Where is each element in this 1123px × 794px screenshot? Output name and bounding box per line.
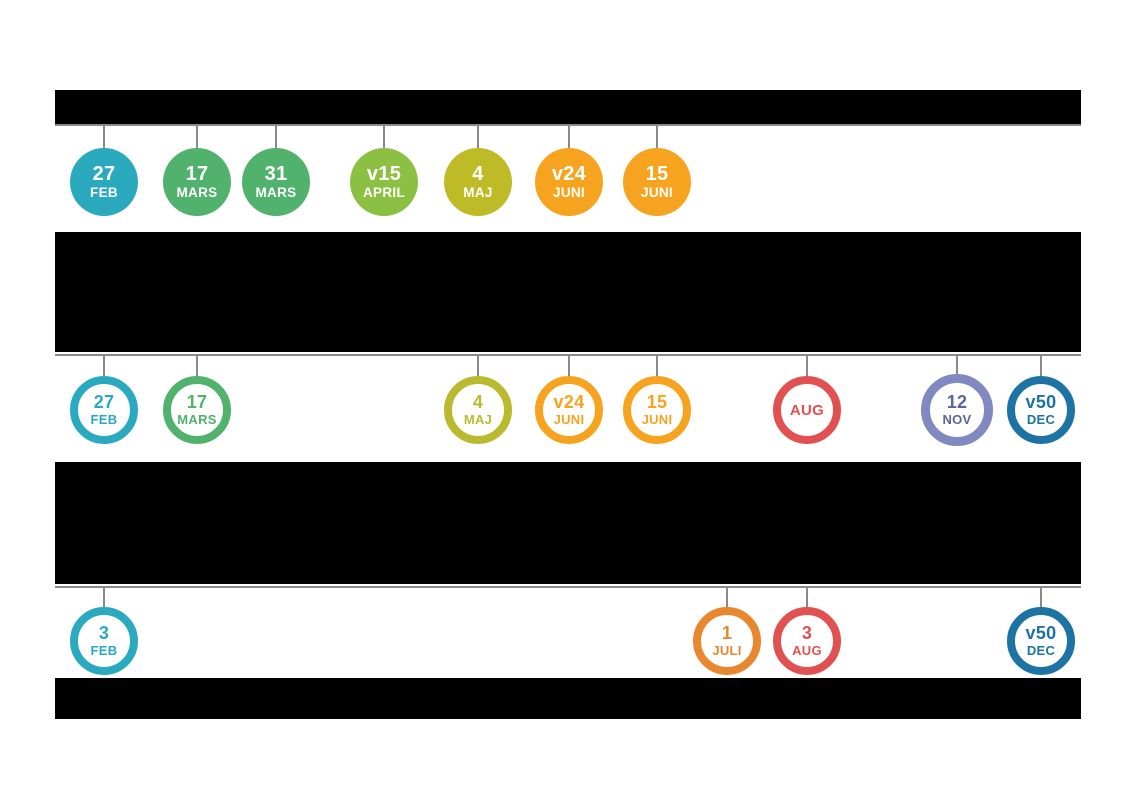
- milestone-17-mars: 17 MARS: [163, 148, 231, 216]
- connector-line: [656, 126, 658, 151]
- milestone-month: JUNI: [641, 412, 673, 427]
- milestone-1-juli: 1 JULI: [693, 607, 761, 675]
- milestone-day: 31: [264, 163, 288, 185]
- milestone-month: APRIL: [363, 185, 405, 200]
- milestone-day: 4: [472, 163, 484, 185]
- milestone-month: JUNI: [553, 185, 585, 200]
- milestone-month: AUG: [792, 643, 822, 658]
- connector-line: [477, 356, 479, 379]
- connector-line: [103, 126, 105, 151]
- milestone-month: FEB: [90, 185, 118, 200]
- connector-line: [383, 126, 385, 151]
- milestone-month: JUNI: [553, 412, 585, 427]
- milestone-15-juni: 15 JUNI: [623, 148, 691, 216]
- milestone-v24-juni: v24 JUNI: [535, 148, 603, 216]
- milestone-day: 4: [472, 392, 484, 412]
- timeline-axis-phase-1: [55, 124, 1081, 126]
- milestone-day: 17: [186, 392, 208, 412]
- milestone-day: v24: [553, 392, 585, 412]
- milestone-27-feb: 27 FEB: [70, 148, 138, 216]
- connector-line: [806, 356, 808, 379]
- milestone-day: v24: [551, 163, 587, 185]
- milestone-month: FEB: [90, 643, 118, 658]
- milestone-day: 12: [946, 392, 968, 412]
- milestone-27-feb: 27 FEB: [70, 376, 138, 444]
- timeline-axis-phase-2: [55, 354, 1081, 356]
- connector-line: [103, 356, 105, 379]
- milestone-month: FEB: [90, 412, 118, 427]
- milestone-day: 27: [93, 392, 115, 412]
- milestone-month: JUNI: [641, 185, 673, 200]
- connector-line: [1040, 356, 1042, 379]
- redacted-text-block-phase-1: [55, 232, 1081, 352]
- milestone-day: 1: [721, 623, 733, 643]
- milestone-month: DEC: [1026, 412, 1056, 427]
- milestone-day: v50: [1025, 623, 1057, 643]
- milestone-month: MARS: [176, 185, 218, 200]
- milestone-4-maj: 4 MAJ: [444, 376, 512, 444]
- connector-line: [477, 126, 479, 151]
- connector-line: [568, 356, 570, 379]
- connector-line: [196, 126, 198, 151]
- milestone-3-feb: 3 FEB: [70, 607, 138, 675]
- milestone-day: v15: [366, 163, 402, 185]
- redacted-text-block-phase-2: [55, 462, 1081, 584]
- milestone-4-maj: 4 MAJ: [444, 148, 512, 216]
- milestone-v15-april: v15 APRIL: [350, 148, 418, 216]
- milestone-day: v50: [1025, 392, 1057, 412]
- milestone-month: NOV: [942, 412, 972, 427]
- connector-line: [103, 588, 105, 610]
- milestone-day: 27: [92, 163, 116, 185]
- milestone-v50-dec: v50 DEC: [1007, 607, 1075, 675]
- connector-line: [656, 356, 658, 379]
- milestone-month: MARS: [177, 412, 217, 427]
- milestone-day: 17: [185, 163, 209, 185]
- milestone-month: AUG: [789, 401, 825, 419]
- milestone-3-aug: 3 AUG: [773, 607, 841, 675]
- connector-line: [1040, 588, 1042, 610]
- redacted-text-block-phase-3: [55, 678, 1081, 719]
- milestone-day: 3: [801, 623, 813, 643]
- milestone-v50-dec: v50 DEC: [1007, 376, 1075, 444]
- milestone-17-mars: 17 MARS: [163, 376, 231, 444]
- milestone-month: JULI: [712, 643, 742, 658]
- timeline-axis-phase-3: [55, 586, 1081, 588]
- milestone-15-juni: 15 JUNI: [623, 376, 691, 444]
- connector-line: [196, 356, 198, 379]
- connector-line: [568, 126, 570, 151]
- milestone-day: 15: [646, 392, 668, 412]
- milestone-month: MAJ: [463, 412, 493, 427]
- milestone-month: DEC: [1026, 643, 1056, 658]
- milestone-month: MAJ: [463, 185, 493, 200]
- connector-line: [956, 356, 958, 377]
- milestone-day: 15: [645, 163, 669, 185]
- milestone-month: MARS: [255, 185, 297, 200]
- milestone-31-mars: 31 MARS: [242, 148, 310, 216]
- milestone-v24-juni: v24 JUNI: [535, 376, 603, 444]
- milestone-12-nov: 12 NOV: [921, 374, 993, 446]
- connector-line: [806, 588, 808, 610]
- milestone-day: 3: [98, 623, 110, 643]
- milestone-aug: AUG: [773, 376, 841, 444]
- connector-line: [726, 588, 728, 610]
- connector-line: [275, 126, 277, 151]
- header-title-bar: [55, 90, 1081, 124]
